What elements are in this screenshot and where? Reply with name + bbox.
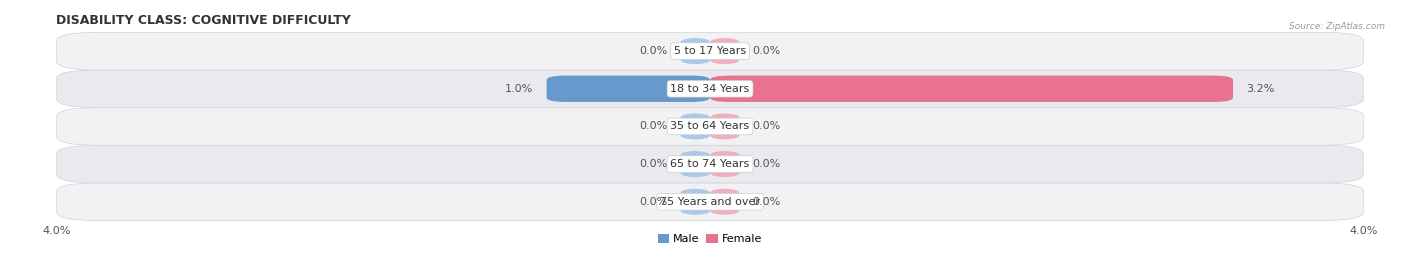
Text: 5 to 17 Years: 5 to 17 Years bbox=[673, 46, 747, 56]
Text: 0.0%: 0.0% bbox=[640, 197, 668, 207]
FancyBboxPatch shape bbox=[710, 113, 740, 140]
FancyBboxPatch shape bbox=[710, 189, 740, 215]
Text: 18 to 34 Years: 18 to 34 Years bbox=[671, 84, 749, 94]
FancyBboxPatch shape bbox=[710, 151, 740, 177]
FancyBboxPatch shape bbox=[56, 183, 1364, 221]
Text: 0.0%: 0.0% bbox=[640, 159, 668, 169]
FancyBboxPatch shape bbox=[710, 38, 740, 64]
FancyBboxPatch shape bbox=[681, 151, 710, 177]
Text: 35 to 64 Years: 35 to 64 Years bbox=[671, 121, 749, 132]
Text: 3.2%: 3.2% bbox=[1246, 84, 1274, 94]
Text: 65 to 74 Years: 65 to 74 Years bbox=[671, 159, 749, 169]
FancyBboxPatch shape bbox=[547, 76, 710, 102]
FancyBboxPatch shape bbox=[681, 38, 710, 64]
FancyBboxPatch shape bbox=[56, 145, 1364, 183]
FancyBboxPatch shape bbox=[710, 76, 1233, 102]
FancyBboxPatch shape bbox=[681, 189, 710, 215]
Text: 1.0%: 1.0% bbox=[505, 84, 533, 94]
Text: 0.0%: 0.0% bbox=[752, 159, 780, 169]
Text: 0.0%: 0.0% bbox=[640, 46, 668, 56]
Legend: Male, Female: Male, Female bbox=[654, 229, 766, 249]
Text: 75 Years and over: 75 Years and over bbox=[659, 197, 761, 207]
Text: Source: ZipAtlas.com: Source: ZipAtlas.com bbox=[1289, 22, 1385, 30]
Text: 0.0%: 0.0% bbox=[752, 46, 780, 56]
FancyBboxPatch shape bbox=[681, 113, 710, 140]
FancyBboxPatch shape bbox=[56, 70, 1364, 108]
FancyBboxPatch shape bbox=[56, 108, 1364, 145]
Text: DISABILITY CLASS: COGNITIVE DIFFICULTY: DISABILITY CLASS: COGNITIVE DIFFICULTY bbox=[56, 14, 352, 27]
Text: 0.0%: 0.0% bbox=[752, 121, 780, 132]
FancyBboxPatch shape bbox=[56, 32, 1364, 70]
Text: 0.0%: 0.0% bbox=[752, 197, 780, 207]
Text: 0.0%: 0.0% bbox=[640, 121, 668, 132]
